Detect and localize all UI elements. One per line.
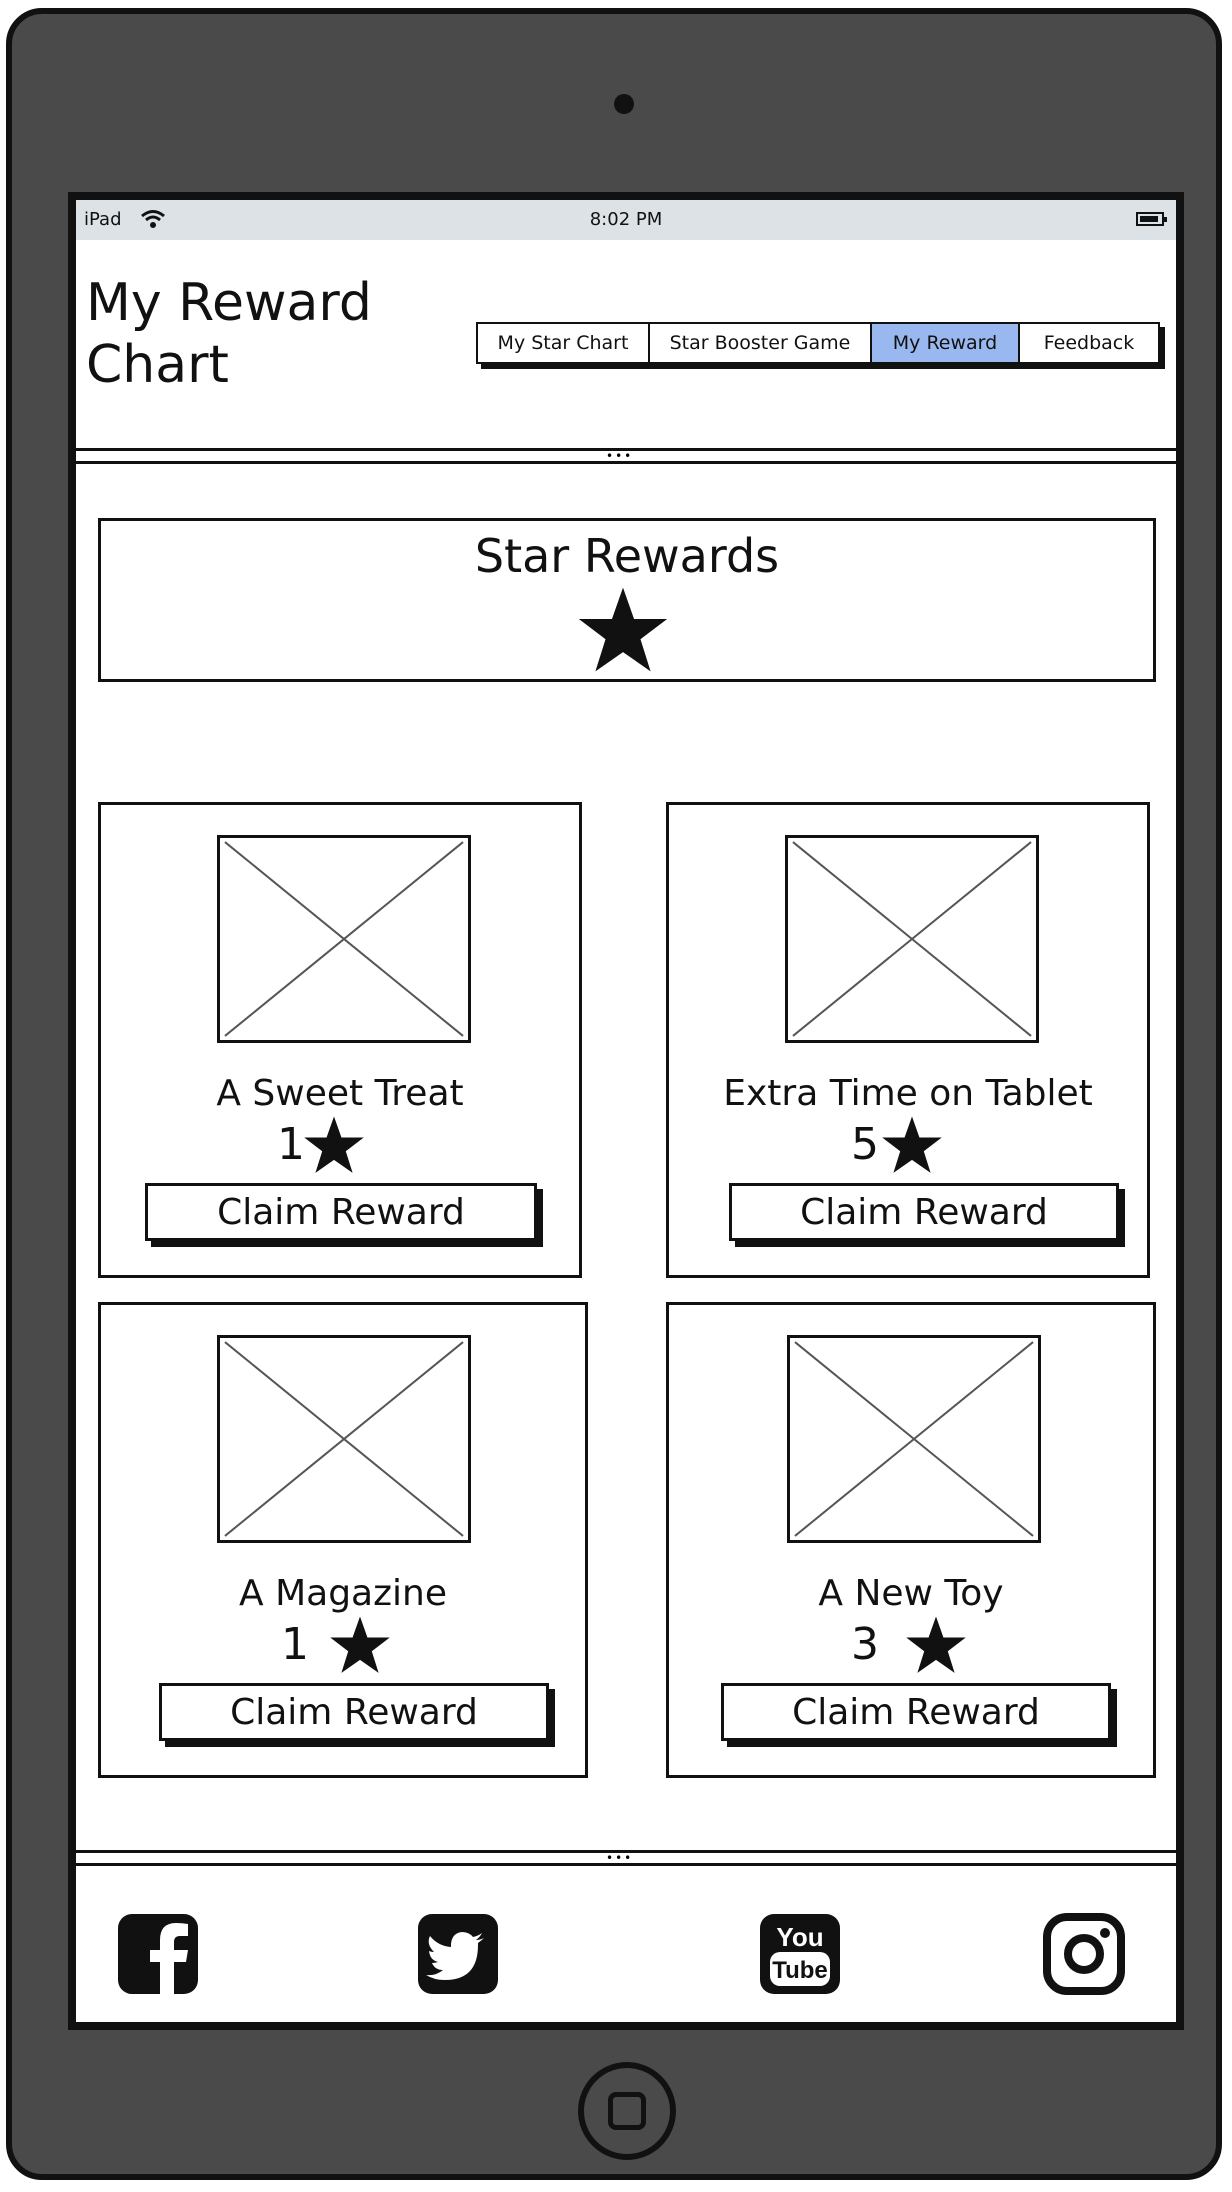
- reward-name: A New Toy: [818, 1573, 1004, 1614]
- image-placeholder: [785, 835, 1039, 1043]
- star-rewards-banner: Star Rewards: [98, 518, 1156, 682]
- image-placeholder: [217, 835, 471, 1043]
- star-icon: [304, 1116, 364, 1173]
- claim-reward-button[interactable]: Claim Reward: [159, 1683, 549, 1741]
- claim-reward-button[interactable]: Claim Reward: [721, 1683, 1111, 1741]
- reward-cost: 1: [277, 1119, 305, 1170]
- instagram-icon[interactable]: [1042, 1912, 1126, 1996]
- page-title: My Reward Chart: [86, 273, 372, 395]
- image-placeholder: [787, 1335, 1041, 1543]
- reward-name: A Magazine: [239, 1573, 447, 1614]
- screen: iPad 8:02 PM My Reward Chart My Star Cha…: [68, 192, 1184, 2030]
- reward-cost: 3: [851, 1619, 879, 1670]
- header-divider: •••: [76, 448, 1176, 464]
- nav-tabs: My Star Chart Star Booster Game My Rewar…: [476, 322, 1160, 364]
- reward-name: A Sweet Treat: [216, 1073, 464, 1114]
- star-icon: [330, 1616, 390, 1673]
- twitter-icon[interactable]: [416, 1912, 500, 1996]
- tab-star-booster-game[interactable]: Star Booster Game: [650, 322, 872, 364]
- device-label: iPad: [84, 209, 122, 230]
- status-time: 8:02 PM: [589, 209, 663, 230]
- banner-title: Star Rewards: [474, 529, 780, 583]
- reward-card: A Sweet Treat 1 Claim Reward: [98, 802, 582, 1278]
- tab-my-star-chart[interactable]: My Star Chart: [476, 322, 650, 364]
- home-square-icon: [608, 2092, 646, 2130]
- home-button[interactable]: [578, 2062, 676, 2160]
- star-icon: [906, 1616, 966, 1673]
- youtube-icon[interactable]: You Tube: [758, 1912, 842, 1996]
- reward-card: A New Toy 3 Claim Reward: [666, 1302, 1156, 1778]
- reward-cost: 5: [851, 1119, 879, 1170]
- image-placeholder: [217, 1335, 471, 1543]
- footer-divider: •••: [76, 1850, 1176, 1866]
- youtube-label-top: You: [776, 1922, 823, 1952]
- camera-dot: [614, 94, 634, 114]
- youtube-label-bottom: Tube: [772, 1957, 828, 1984]
- star-icon: [882, 1116, 942, 1173]
- status-bar: iPad 8:02 PM: [76, 200, 1176, 240]
- reward-name: Extra Time on Tablet: [723, 1073, 1093, 1114]
- reward-card: A Magazine 1 Claim Reward: [98, 1302, 588, 1778]
- facebook-icon[interactable]: [116, 1912, 200, 1996]
- claim-reward-button[interactable]: Claim Reward: [729, 1183, 1119, 1241]
- tab-feedback[interactable]: Feedback: [1020, 322, 1160, 364]
- tab-my-reward[interactable]: My Reward: [872, 322, 1020, 364]
- claim-reward-button[interactable]: Claim Reward: [145, 1183, 537, 1241]
- battery-icon: [1136, 212, 1167, 226]
- star-icon: [578, 587, 668, 672]
- reward-card: Extra Time on Tablet 5 Claim Reward: [666, 802, 1150, 1278]
- reward-cost: 1: [281, 1619, 309, 1670]
- wifi-icon: [141, 210, 165, 228]
- ipad-device-frame: iPad 8:02 PM My Reward Chart My Star Cha…: [6, 8, 1222, 2180]
